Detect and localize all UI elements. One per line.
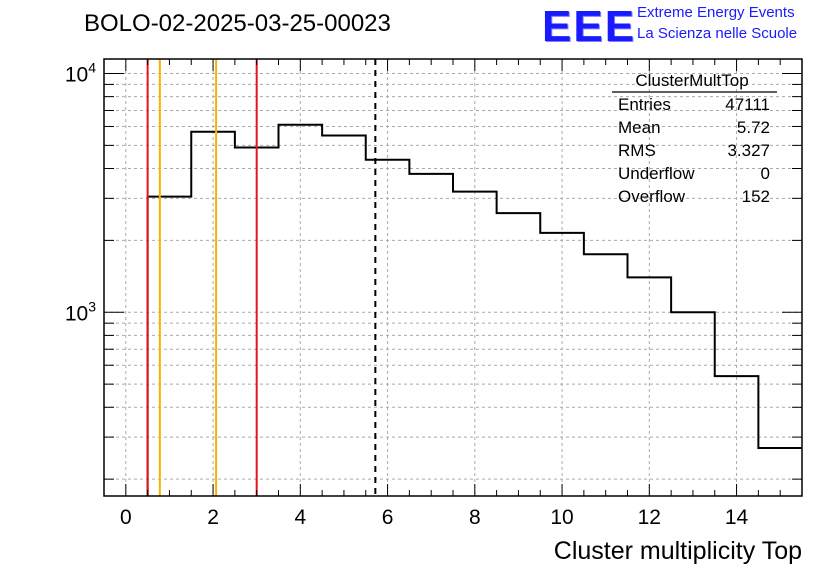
plot-frame [103,58,803,497]
stats-value: 152 [742,187,770,206]
x-tick-label: 4 [294,506,306,529]
x-tick-label: 14 [725,506,749,529]
stats-box: ClusterMultTop Entries 47111 Mean 5.72 RMS 3.3… [612,71,777,206]
y-tick-label: 103 [65,298,96,325]
x-tick-label: 6 [382,506,394,529]
stats-title: ClusterMultTop [635,71,748,90]
histogram-layer [146,123,802,496]
logo-line-1: Extreme Energy Events [637,4,795,21]
x-tick-label: 10 [550,506,573,529]
stats-value: 0 [761,164,770,183]
eee-logo: EEE [542,2,637,51]
stats-label: Mean [618,118,661,137]
run-title: BOLO-02-2025-03-25-00023 [84,10,391,37]
stats-value: 5.72 [737,118,770,137]
cut-lines-layer [146,59,377,496]
y-tick-label: 104 [65,59,96,86]
stats-label: Overflow [618,187,686,206]
x-tick-label: 2 [207,506,219,529]
axis-layer: 0 2 4 6 8 10 12 14 103 104 Cluster multiplicity To… [65,58,803,565]
stats-label: RMS [618,141,656,160]
x-axis-label: Cluster multiplicity Top [554,537,802,565]
logo-line-2: La Scienza nelle Scuole [637,25,798,42]
stats-value: 47111 [725,95,770,114]
histogram-series [146,123,802,496]
stats-label: Entries [618,95,671,114]
x-tick-label: 8 [469,506,481,529]
stats-value: 3.327 [727,141,770,160]
x-tick-label: 0 [120,506,132,529]
grid-layer [104,59,802,496]
x-tick-label: 12 [638,506,661,529]
stats-label: Underflow [618,164,695,183]
